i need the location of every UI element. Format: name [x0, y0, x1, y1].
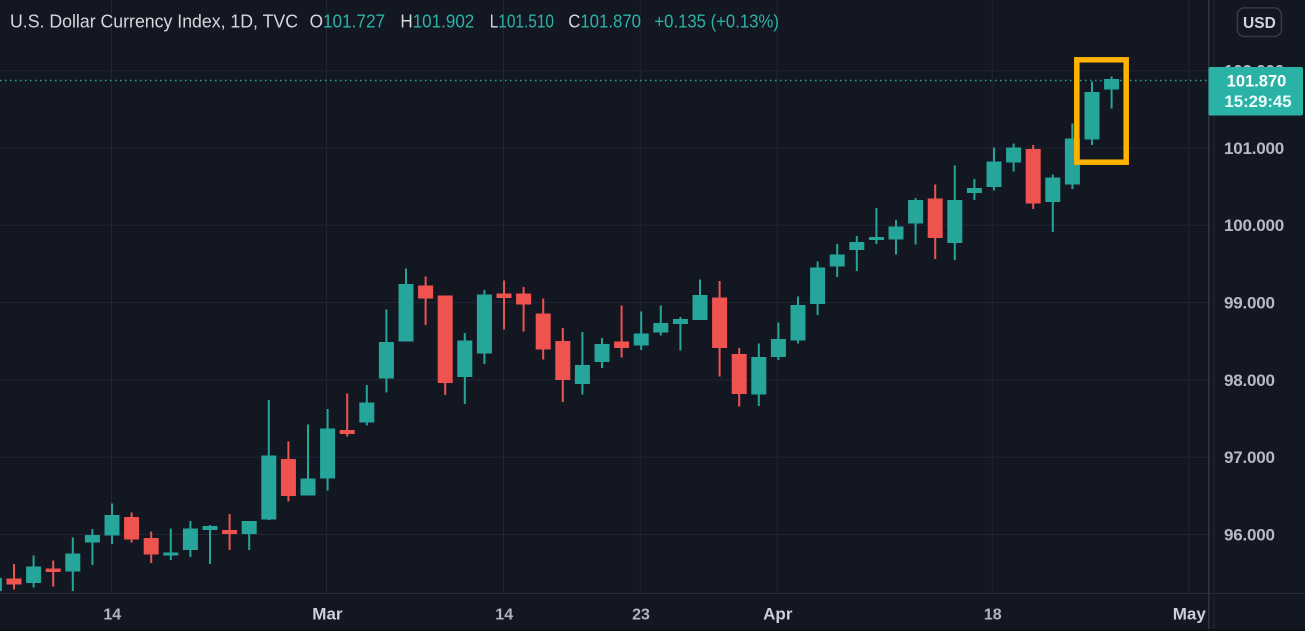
svg-text:99.000: 99.000 — [1224, 294, 1275, 313]
svg-text:O101.727: O101.727 — [310, 11, 386, 32]
svg-text:+0.135 (+0.13%): +0.135 (+0.13%) — [654, 11, 779, 32]
svg-text:100.000: 100.000 — [1224, 216, 1284, 235]
svg-text:98.000: 98.000 — [1224, 371, 1275, 390]
svg-text:Apr: Apr — [763, 605, 793, 624]
svg-text:18: 18 — [984, 607, 1002, 624]
svg-text:96.000: 96.000 — [1224, 525, 1275, 544]
svg-text:97.000: 97.000 — [1224, 448, 1275, 467]
svg-text:23: 23 — [632, 607, 650, 624]
svg-text:15:29:45: 15:29:45 — [1224, 92, 1291, 111]
svg-text:C101.870: C101.870 — [568, 11, 641, 32]
svg-text:H101.902: H101.902 — [400, 11, 474, 32]
svg-text:May: May — [1173, 605, 1207, 624]
svg-text:L101.510: L101.510 — [490, 11, 554, 32]
svg-text:USD: USD — [1243, 15, 1276, 32]
svg-text:14: 14 — [495, 607, 513, 624]
svg-text:Mar: Mar — [312, 605, 343, 624]
svg-text:101.000: 101.000 — [1224, 139, 1284, 158]
svg-text:101.870: 101.870 — [1227, 73, 1287, 91]
svg-text:14: 14 — [103, 607, 121, 624]
svg-text:U.S. Dollar Currency Index, 1D: U.S. Dollar Currency Index, 1D, TVC — [10, 11, 298, 32]
